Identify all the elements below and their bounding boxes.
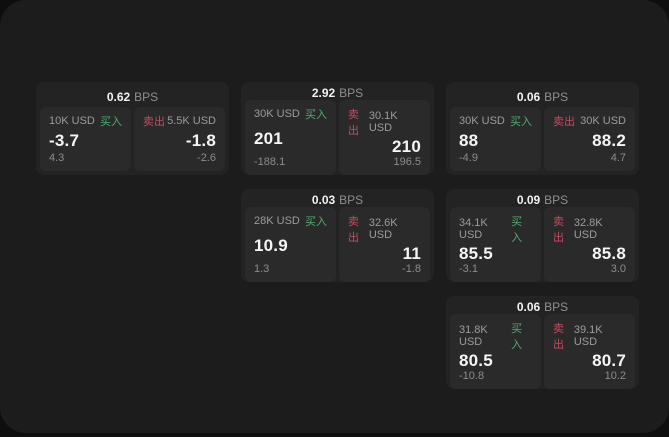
buy-label: 买入 [100,116,122,128]
bps-unit: BPS [134,89,159,104]
buy-delta: -10.8 [459,370,485,382]
bps-header: 0.62 BPS [40,86,225,107]
buy-tile[interactable]: 34.1K USD 买入 85.5 -3.1 [450,207,541,282]
sell-delta: -2.6 [197,152,216,164]
sell-size-label: 30.1K USD [368,110,398,134]
bps-header: 2.92 BPS [245,86,430,100]
sell-delta: 3.0 [610,263,626,275]
bps-value: 0.06 [516,89,541,104]
buy-price: 10.9 [254,236,288,255]
bps-unit: BPS [339,193,364,207]
bps-value: 0.06 [516,300,541,314]
sell-label: 卖出 [553,116,575,128]
bps-unit: BPS [544,89,569,104]
sell-price: 88.2 [592,130,626,150]
bps-value: 2.92 [311,86,336,100]
buy-delta: -3.1 [459,263,478,275]
buy-size-label: 31.8K USD [459,324,488,348]
sell-size-label: 5.5K USD [167,115,216,127]
quote-card: 2.92 BPS 30K USD 买入 201 -188.1 卖出 30.1K … [241,82,434,175]
buy-label: 买入 [305,109,327,121]
bps-unit: BPS [544,300,569,314]
buy-delta: -4.9 [459,152,478,164]
buy-tile[interactable]: 28K USD 买入 10.9 1.3 [245,207,336,282]
quote-card: 0.06 BPS 30K USD 买入 88 -4.9 卖出 30K USD [446,82,639,175]
buy-price: 80.5 [459,351,493,370]
buy-label: 买入 [305,216,327,228]
buy-tile[interactable]: 30K USD 买入 201 -188.1 [245,100,336,175]
bps-header: 0.06 BPS [450,86,635,107]
buy-delta: 1.3 [254,263,270,275]
buy-price: 88 [459,130,479,150]
quote-card: 0.03 BPS 28K USD 买入 10.9 1.3 卖出 32.6K US… [241,189,434,282]
bps-value: 0.03 [311,193,336,207]
buy-size-label: 10K USD [49,115,95,127]
bps-value: 0.62 [106,89,131,104]
sell-label: 卖出 [348,216,359,244]
buy-price: 85.5 [459,244,493,263]
sell-price: 11 [402,244,421,263]
buy-price: -3.7 [49,130,80,150]
sell-label: 卖出 [553,323,564,351]
sell-price: -1.8 [185,130,216,150]
sell-tile[interactable]: 卖出 30K USD 88.2 4.7 [544,107,635,171]
sell-size-label: 30K USD [580,115,626,127]
sell-tile[interactable]: 卖出 30.1K USD 210 196.5 [339,100,430,175]
sell-price: 85.8 [592,244,626,263]
sell-delta: 196.5 [393,156,421,168]
bps-header: 0.03 BPS [245,193,430,207]
buy-tile[interactable]: 30K USD 买入 88 -4.9 [450,107,541,171]
sell-label: 卖出 [348,109,359,137]
sell-delta: 4.7 [610,152,626,164]
sell-label: 卖出 [143,116,165,128]
quote-card: 0.62 BPS 10K USD 买入 -3.7 4.3 卖出 5.5K USD [36,82,229,175]
quote-card: 0.09 BPS 34.1K USD 买入 85.5 -3.1 卖出 32.8K… [446,189,639,282]
bps-header: 0.06 BPS [450,300,635,314]
buy-label: 买入 [511,323,523,351]
sell-price: 210 [392,137,421,156]
buy-tile[interactable]: 10K USD 买入 -3.7 4.3 [40,107,131,171]
sell-size-label: 32.8K USD [573,217,603,241]
bps-unit: BPS [339,86,364,100]
sell-price: 80.7 [592,351,626,370]
buy-delta: 4.3 [49,152,65,164]
sell-tile[interactable]: 卖出 5.5K USD -1.8 -2.6 [134,107,225,171]
sell-tile[interactable]: 卖出 39.1K USD 80.7 10.2 [544,314,635,389]
buy-size-label: 30K USD [459,115,505,127]
buy-size-label: 28K USD [254,215,300,227]
sell-tile[interactable]: 卖出 32.8K USD 85.8 3.0 [544,207,635,282]
sell-delta: -1.8 [402,263,421,275]
sell-delta: 10.2 [604,370,626,382]
buy-tile[interactable]: 31.8K USD 买入 80.5 -10.8 [450,314,541,389]
bps-header: 0.09 BPS [450,193,635,207]
quote-cards-grid: 0.62 BPS 10K USD 买入 -3.7 4.3 卖出 5.5K USD [36,82,639,389]
bps-value: 0.09 [516,193,541,207]
sell-size-label: 39.1K USD [573,324,603,348]
buy-price: 201 [254,129,283,148]
buy-size-label: 30K USD [254,108,300,120]
quote-card: 0.06 BPS 31.8K USD 买入 80.5 -10.8 卖出 39.1… [446,296,639,389]
sell-label: 卖出 [553,216,564,244]
buy-label: 买入 [510,116,532,128]
bps-unit: BPS [544,193,569,207]
buy-size-label: 34.1K USD [459,217,488,241]
buy-label: 买入 [511,216,523,244]
buy-delta: -188.1 [254,156,286,168]
sell-tile[interactable]: 卖出 32.6K USD 11 -1.8 [339,207,430,282]
sell-size-label: 32.6K USD [368,217,398,241]
